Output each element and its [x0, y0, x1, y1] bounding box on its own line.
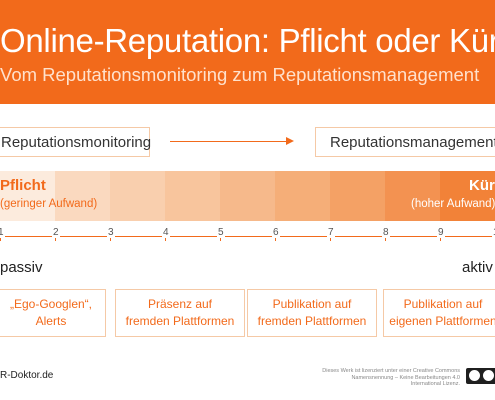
activity-box-2: Präsenz auf fremden Plattformen	[115, 289, 245, 337]
creative-commons-icon	[466, 368, 495, 384]
activity-box-3: Publikation auf fremden Plattformen	[247, 289, 377, 337]
effort-gradient-bar	[0, 171, 495, 221]
gradient-segment	[110, 171, 165, 221]
scale-tick-label: 3	[107, 227, 115, 238]
activity-box-1: „Ego-Googlen“, Alerts	[0, 289, 106, 337]
activity-line1: Publikation auf	[272, 297, 352, 311]
gradient-segment	[275, 171, 330, 221]
activity-line2: fremden Plattformen	[125, 314, 235, 328]
scale-end-passive: passiv	[0, 259, 43, 276]
scale-tick-label: 10	[492, 227, 495, 238]
activity-line1: Präsenz auf	[147, 297, 213, 311]
license-text: Dieses Werk ist lizenziert unter einer C…	[322, 368, 460, 387]
scale-left-subtitle: (geringer Aufwand)	[0, 198, 98, 210]
scale-left-title: Pflicht	[0, 177, 46, 194]
scale-right-title: Kür	[469, 177, 495, 194]
activity-line1: Publikation auf	[403, 297, 483, 311]
activity-line2: Alerts	[35, 314, 67, 328]
scale-end-active: aktiv	[462, 259, 493, 276]
scale-axis	[0, 236, 495, 237]
activity-line1: „Ego-Googlen“,	[9, 297, 93, 311]
gradient-segment	[55, 171, 110, 221]
scale-tick-label: 9	[437, 227, 445, 238]
arrow-right-icon	[286, 137, 294, 145]
activity-line2: fremden Plattformen	[257, 314, 367, 328]
gradient-segment	[385, 171, 440, 221]
scale-right-subtitle: (hoher Aufwand)	[411, 198, 495, 210]
progress-arrow-line	[170, 141, 290, 142]
gradient-segment	[440, 171, 495, 221]
scale-tick-label: 8	[382, 227, 390, 238]
stage-management-box: Reputationsmanagement	[315, 127, 495, 157]
scale-tick-label: 1	[0, 227, 5, 238]
scale-tick-label: 5	[217, 227, 225, 238]
header-banner: Online-Reputation: Pflicht oder Kür? Vom…	[0, 0, 495, 104]
scale-tick-label: 4	[162, 227, 170, 238]
gradient-segment	[165, 171, 220, 221]
scale-tick-label: 6	[272, 227, 280, 238]
page-title: Online-Reputation: Pflicht oder Kür?	[0, 22, 495, 59]
page-subtitle: Vom Reputationsmonitoring zum Reputation…	[0, 64, 480, 85]
gradient-segment	[220, 171, 275, 221]
gradient-segment	[330, 171, 385, 221]
gradient-segment	[0, 171, 55, 221]
site-name: R-Doktor.de	[0, 370, 54, 381]
activity-box-4: Publikation auf eigenen Plattformen	[383, 289, 495, 337]
scale-tick-label: 7	[327, 227, 335, 238]
activity-line2: eigenen Plattformen	[389, 314, 495, 328]
scale-tick-label: 2	[52, 227, 60, 238]
stage-monitoring-box: Reputationsmonitoring	[0, 127, 151, 157]
